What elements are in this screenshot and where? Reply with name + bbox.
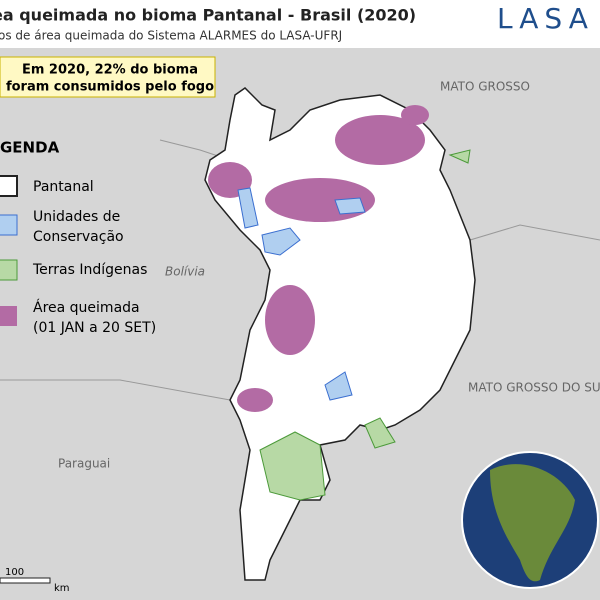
legend-label: Unidades de [33,209,120,225]
subtitle: os de área queimada do Sistema ALARMES d… [0,29,342,43]
legend-swatch [0,214,18,236]
callout-line: foram consumidos pelo fogo [6,80,214,95]
indigenous-lands [259,149,471,501]
legend-swatch [0,259,18,281]
callout-line: Em 2020, 22% do bioma [22,63,198,78]
legend-label: (01 JAN a 20 SET) [33,320,156,336]
legend-label: Terras Indígenas [32,262,147,278]
indigenous-land [259,431,326,501]
conservation-unit [237,187,259,229]
scale-bar [0,577,51,584]
conservation-unit [334,197,366,215]
legend-title: GENDA [0,139,60,157]
map-label: Paraguai [58,457,110,471]
burned-areas [208,105,429,476]
header-bar [0,0,600,48]
burned-area [237,388,273,412]
conservation-unit [261,227,301,256]
legend-swatch [0,306,17,326]
globe-land [490,464,575,582]
conservation-units [237,187,366,401]
legend-swatch [0,175,18,197]
legend-label: Área queimada [33,299,140,316]
border [0,379,231,401]
map-label: Bolívia [165,265,205,279]
scale-unit: km [54,583,70,594]
legend-label: Conservação [33,229,124,245]
indigenous-land [364,417,396,449]
title: ea queimada no bioma Pantanal - Brasil (… [0,6,416,25]
conservation-unit [324,371,353,401]
burned-area [265,285,315,355]
burned-area [335,115,425,165]
legend-label: Pantanal [33,179,94,195]
callout-box [0,56,216,98]
indigenous-land [448,149,471,164]
burned-area [401,105,429,125]
map-label: MATO GROSSO [440,80,530,94]
scale-value: 100 [5,567,24,578]
logo: LASA [497,2,594,35]
map-label: MATO GROSSO DO SU [468,381,600,395]
